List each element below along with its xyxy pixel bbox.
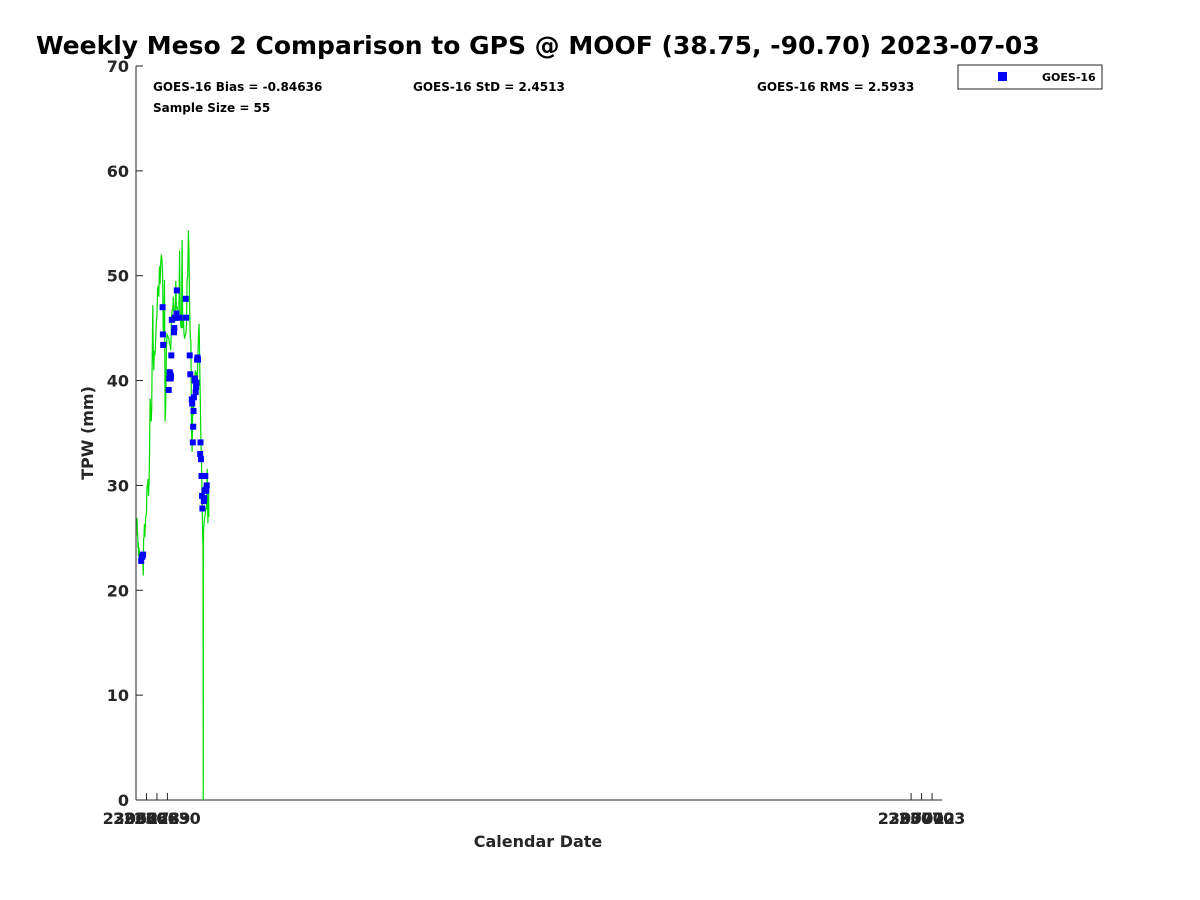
y-tick-label: 0 [118, 791, 129, 810]
goes-16-point [190, 408, 197, 414]
legend: GOES-16 [957, 64, 1103, 90]
goes-16-point [198, 456, 204, 463]
y-ticks: 0 10 20 30 40 50 60 70 [107, 57, 143, 810]
goes-16-point [191, 375, 198, 382]
goes-16-point [168, 316, 175, 323]
goes-16-point [198, 473, 205, 479]
goes-16-point [203, 482, 210, 489]
x-tick-label: 230628 [113, 809, 180, 828]
y-axis-label: TPW (mm) [78, 386, 97, 480]
goes-16-point [171, 325, 178, 332]
bias-stat: GOES-16 Bias = -0.84636 [153, 80, 322, 94]
goes-16-point [190, 423, 197, 430]
chart-title: Weekly Meso 2 Comparison to GPS @ MOOF (… [36, 31, 1040, 60]
y-tick-label: 50 [107, 267, 129, 286]
x-tick-label: 230703 [899, 809, 966, 828]
goes-16-point [189, 400, 196, 407]
goes-16-point [173, 314, 180, 321]
goes-16-series [138, 287, 210, 564]
plot-area: 0 10 20 30 40 50 60 70 230627230628230629230630… [103, 57, 966, 828]
goes-16-point [171, 329, 177, 336]
y-tick-label: 30 [107, 476, 129, 495]
goes-16-point [197, 439, 204, 446]
rms-stat: GOES-16 RMS = 2.5933 [757, 80, 914, 94]
goes-16-point [140, 551, 147, 558]
goes-16-point [197, 451, 204, 457]
goes-16-point [173, 310, 180, 317]
y-tick-label: 40 [107, 372, 129, 391]
goes-16-point [176, 314, 183, 321]
goes-16-point [159, 331, 166, 338]
legend-box [957, 64, 1103, 90]
y-tick-label: 10 [107, 686, 129, 705]
x-tick-label: 230627 [103, 809, 170, 828]
goes-16-point [189, 439, 196, 446]
x-tick-label: 230701 [878, 809, 945, 828]
legend-marker-goes-16 [998, 72, 1007, 81]
goes-16-point [183, 314, 190, 321]
x-axis-label: Calendar Date [474, 832, 603, 851]
x-tick-label: 230629 [124, 809, 191, 828]
y-tick-label: 60 [107, 162, 129, 181]
goes-16-point [203, 487, 210, 494]
std-stat: GOES-16 StD = 2.4513 [413, 80, 565, 94]
goes-16-point [173, 287, 180, 294]
goes-16-point [187, 371, 194, 378]
goes-16-point [190, 394, 197, 401]
goes-16-point [182, 295, 189, 302]
goes-16-point [186, 352, 193, 359]
goes-16-point [160, 341, 167, 348]
y-tick-label: 20 [107, 581, 129, 600]
sample-size-stat: Sample Size = 55 [153, 101, 270, 115]
goes-16-point [202, 473, 209, 479]
goes-16-point [159, 304, 166, 311]
goes-16-point [200, 498, 207, 505]
goes-16-point [195, 356, 201, 363]
goes-16-point [165, 387, 172, 393]
x-tick-label: 230630 [134, 809, 201, 828]
goes-16-point [193, 379, 200, 386]
goes-16-point [168, 352, 175, 359]
goes-16-point [199, 505, 206, 512]
y-tick-label: 70 [107, 57, 129, 76]
x-tick-label: 230702 [888, 809, 955, 828]
legend-label-goes-16: GOES-16 [1042, 71, 1096, 84]
goes-16-point [192, 389, 199, 396]
goes-16-point [201, 495, 208, 501]
goes-16-point [138, 557, 145, 564]
goes-16-point [168, 373, 174, 380]
goes-16-point [193, 383, 200, 390]
